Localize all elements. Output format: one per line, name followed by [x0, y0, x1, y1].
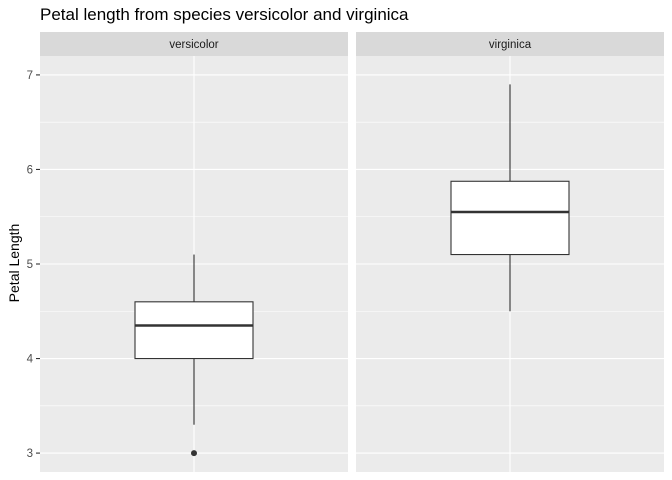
y-tick-label: 6 — [27, 164, 33, 176]
y-tick-label: 4 — [27, 354, 34, 366]
facet-panels: versicolor virginica — [40, 32, 664, 472]
y-tick-label: 3 — [27, 448, 33, 460]
y-axis: 3 4 5 6 7 — [27, 70, 40, 460]
y-tick-label: 5 — [27, 259, 33, 271]
chart-title: Petal length from species versicolor and… — [40, 5, 409, 24]
y-axis-title: Petal Length — [6, 224, 22, 303]
facet-strip — [40, 32, 348, 56]
facet-panel: versicolor — [40, 32, 348, 472]
box-iqr — [134, 301, 254, 360]
outlier-point — [191, 450, 197, 457]
box-iqr — [450, 180, 570, 256]
facet-strip — [356, 32, 664, 56]
y-tick-label: 7 — [27, 70, 33, 82]
facet-panel: virginica — [356, 32, 664, 472]
facet-strip-label: versicolor — [169, 39, 218, 51]
facet-strip-label: virginica — [489, 39, 532, 51]
